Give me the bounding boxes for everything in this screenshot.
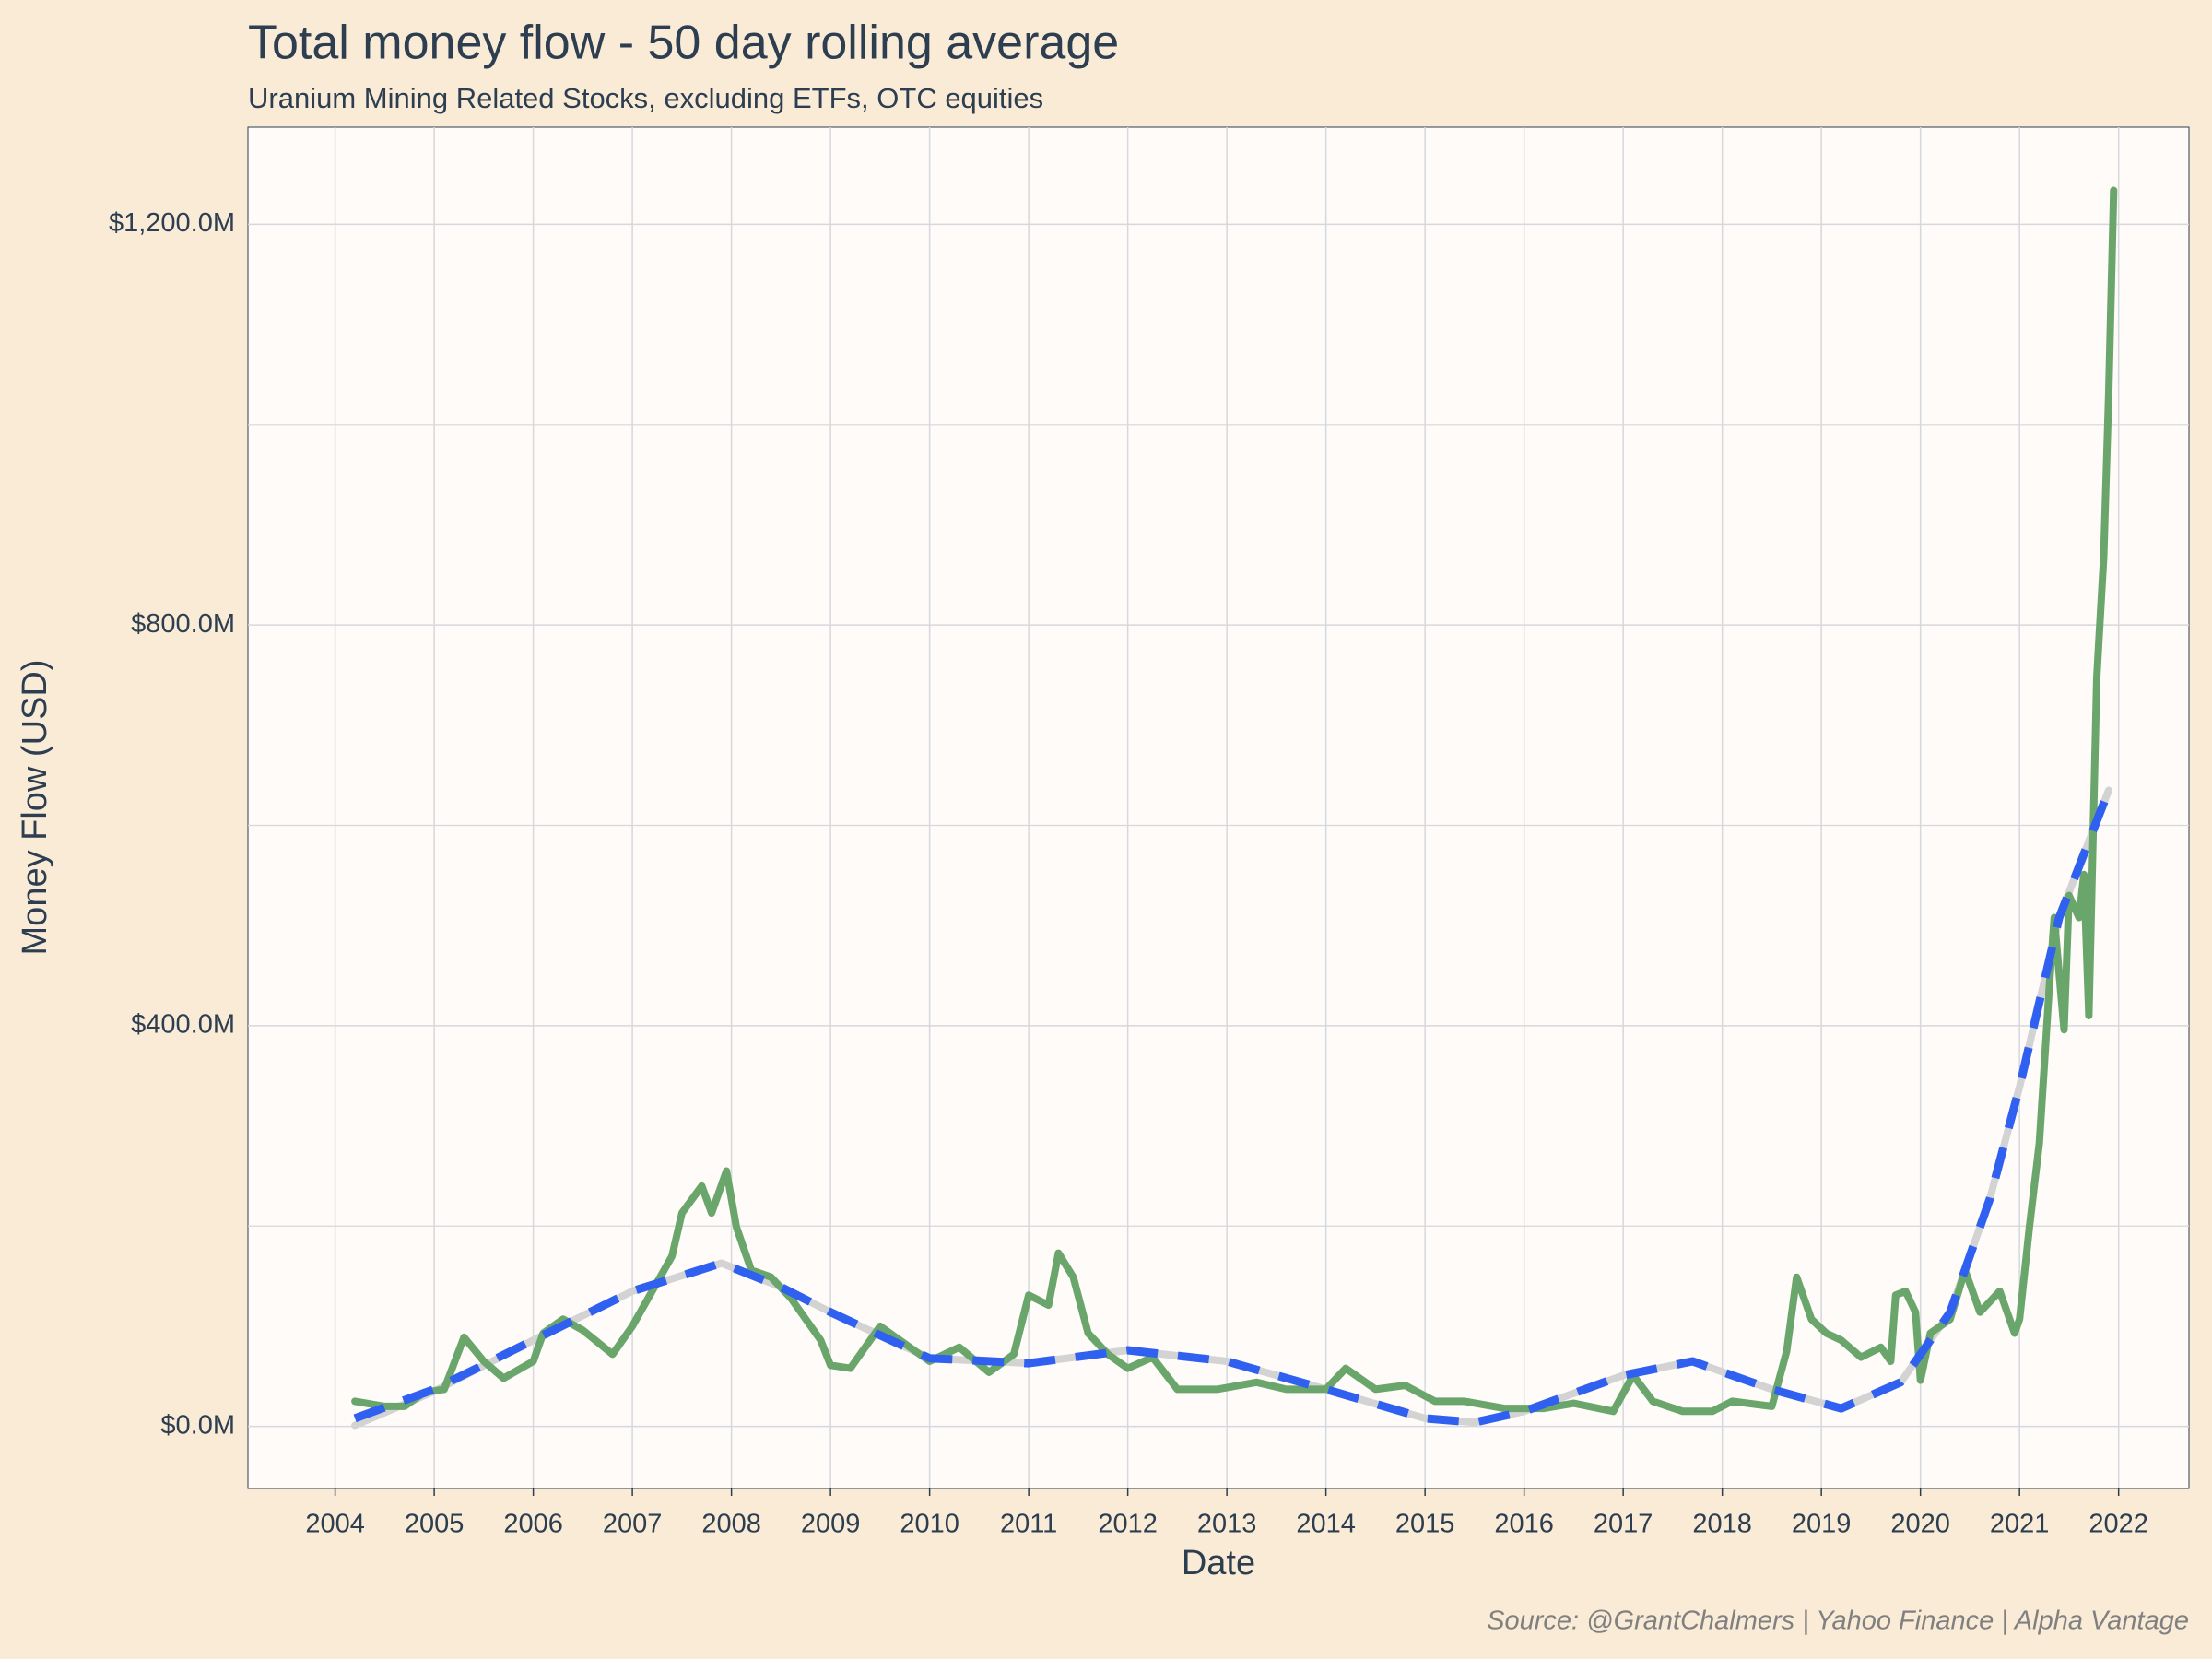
x-tick-label: 2006 (503, 1510, 563, 1539)
x-tick-label: 2014 (1296, 1510, 1356, 1539)
y-tick-label: $0.0M (160, 1410, 235, 1440)
x-tick-label: 2010 (900, 1510, 959, 1539)
x-tick-label: 2016 (1494, 1510, 1554, 1539)
x-tick-label: 2021 (1990, 1510, 2050, 1539)
y-tick-label: $1,200.0M (109, 208, 235, 238)
plot-panel (247, 126, 2190, 1489)
x-tick-label: 2007 (603, 1510, 663, 1539)
x-tick-label: 2009 (801, 1510, 861, 1539)
x-tick-label: 2008 (701, 1510, 761, 1539)
x-tick-label: 2005 (405, 1510, 465, 1539)
x-tick-label: 2004 (305, 1510, 365, 1539)
source-note: Source: @GrantChalmers | Yahoo Finance |… (1487, 1606, 2189, 1636)
x-tick-label: 2022 (2088, 1510, 2148, 1539)
x-tick-label: 2020 (1890, 1510, 1950, 1539)
x-tick-label: 2013 (1197, 1510, 1257, 1539)
x-tick-label: 2015 (1395, 1510, 1455, 1539)
x-tick-label: 2017 (1594, 1510, 1653, 1539)
y-tick-label: $400.0M (131, 1010, 235, 1040)
y-tick-label: $800.0M (131, 609, 235, 639)
chart-title: Total money flow - 50 day rolling averag… (248, 17, 1119, 70)
x-tick-label: 2011 (1000, 1510, 1057, 1539)
series-line (353, 788, 2113, 1427)
x-tick-label: 2019 (1792, 1510, 1852, 1539)
series-line (351, 186, 2118, 1416)
x-tick-label: 2018 (1692, 1510, 1752, 1539)
y-axis-title: Money Flow (USD) (16, 660, 54, 956)
chart-subtitle: Uranium Mining Related Stocks, excluding… (248, 82, 1043, 114)
x-tick-label: 2012 (1098, 1510, 1158, 1539)
x-axis-title: Date (1182, 1544, 1255, 1583)
